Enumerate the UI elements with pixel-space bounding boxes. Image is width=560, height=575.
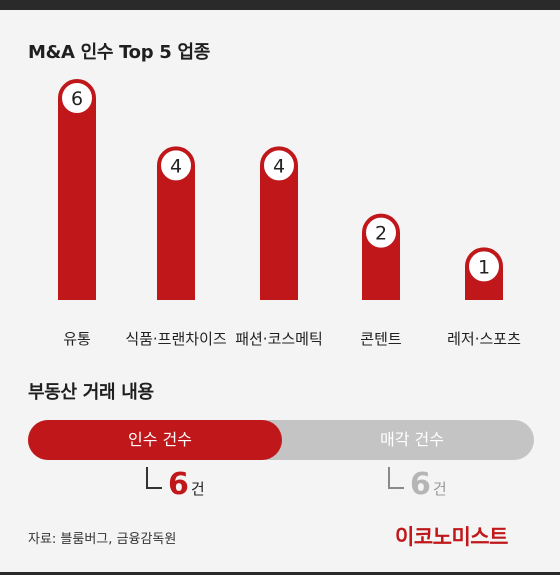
- sell-label: 매각 건수: [380, 430, 444, 449]
- deal-split-bar: 인수 건수 매각 건수: [28, 420, 534, 460]
- value-bubble-4: [362, 213, 400, 252]
- chart-title: M&A 인수 Top 5 업종: [28, 42, 211, 63]
- value-bubble-2: [157, 146, 195, 185]
- data-label-3: 4: [273, 155, 285, 177]
- buy-count-number: 6: [168, 467, 189, 502]
- value-bubble-3: [260, 146, 298, 185]
- category-label-2: 식품·프랜차이즈: [125, 330, 227, 348]
- bar-chart: 6 유통 4 식품·프랜차이즈 4 패션·코스메틱 2 콘텐트 1 레저·스포츠: [58, 79, 521, 348]
- deal-title: 부동산 거래 내용: [28, 382, 154, 403]
- bottom-line: [0, 572, 560, 575]
- bar-1: [58, 98, 96, 300]
- buy-label: 인수 건수: [128, 430, 192, 449]
- value-bubble-1: [58, 79, 96, 117]
- buy-count-unit: 건: [190, 480, 205, 498]
- source-note: 자료: 블룸버그, 금융감독원: [28, 532, 177, 547]
- bar-3: [260, 165, 298, 300]
- data-label-2: 4: [170, 155, 182, 177]
- data-label-4: 2: [375, 223, 387, 245]
- bar-2: [157, 165, 195, 300]
- data-label-1: 6: [71, 88, 83, 110]
- category-label-5: 레저·스포츠: [447, 330, 521, 348]
- buy-connector: [146, 467, 162, 489]
- sell-connector: [388, 467, 404, 489]
- sell-count-number: 6: [410, 467, 431, 502]
- top-band: [0, 0, 560, 10]
- sell-count-unit: 건: [432, 480, 447, 498]
- value-bubble-5: [465, 247, 503, 286]
- category-label-1: 유통: [63, 330, 91, 348]
- category-label-3: 패션·코스메틱: [235, 330, 323, 348]
- buy-segment: [28, 420, 282, 460]
- data-label-5: 1: [478, 256, 490, 278]
- publisher-logo: 이코노미스트: [395, 525, 508, 549]
- category-label-4: 콘텐트: [360, 330, 402, 348]
